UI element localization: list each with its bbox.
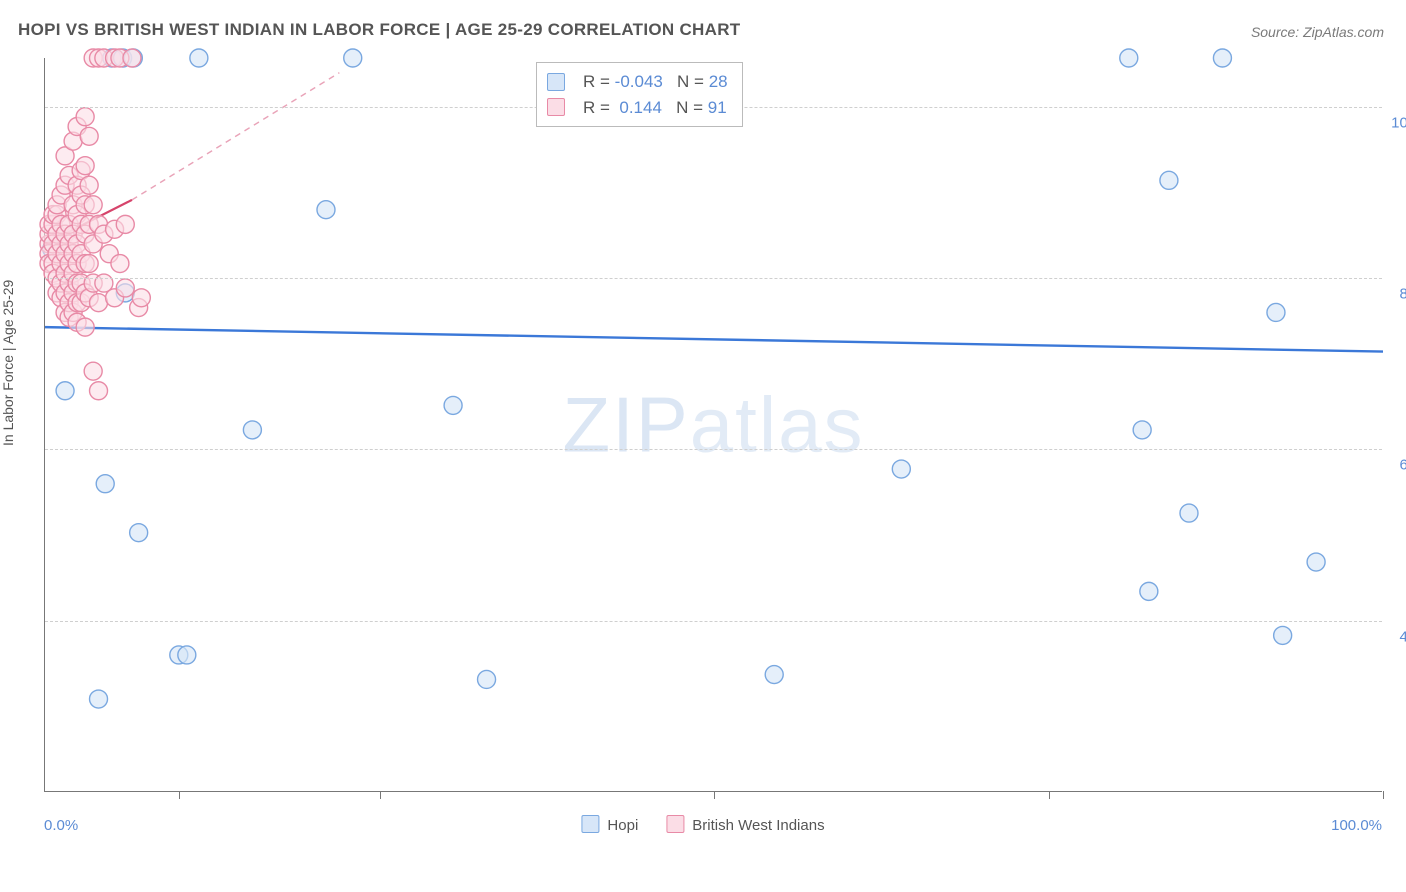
correlation-legend: R = -0.043 N = 28R = 0.144 N = 91 xyxy=(536,62,743,127)
chart-svg xyxy=(45,58,1382,791)
corr-legend-text: R = 0.144 N = 91 xyxy=(583,95,727,121)
bottom-legend-item: British West Indians xyxy=(666,815,824,834)
plot-area: ZIPatlas 47.5%65.0%82.5%100.0% xyxy=(44,58,1382,792)
xaxis-label-max: 100.0% xyxy=(1331,817,1382,834)
gridline xyxy=(45,278,1382,279)
source-label: Source: ZipAtlas.com xyxy=(1251,24,1384,40)
corr-legend-text: R = -0.043 N = 28 xyxy=(583,69,728,95)
yaxis-title: In Labor Force | Age 25-29 xyxy=(0,280,16,446)
ytick-label: 100.0% xyxy=(1387,114,1406,131)
xtick xyxy=(1049,791,1050,799)
legend-swatch xyxy=(666,815,684,833)
legend-swatch xyxy=(581,815,599,833)
corr-legend-row: R = -0.043 N = 28 xyxy=(547,69,728,95)
chart-title: HOPI VS BRITISH WEST INDIAN IN LABOR FOR… xyxy=(18,20,740,40)
corr-legend-row: R = 0.144 N = 91 xyxy=(547,95,728,121)
gridline xyxy=(45,449,1382,450)
xtick xyxy=(179,791,180,799)
legend-swatch xyxy=(547,73,565,91)
xtick xyxy=(380,791,381,799)
xtick xyxy=(1383,791,1384,799)
legend-swatch xyxy=(547,98,565,116)
xtick xyxy=(714,791,715,799)
legend-label: British West Indians xyxy=(692,817,824,834)
legend-label: Hopi xyxy=(607,817,638,834)
ytick-label: 47.5% xyxy=(1387,628,1406,645)
gridline xyxy=(45,621,1382,622)
ytick-label: 82.5% xyxy=(1387,286,1406,303)
bottom-legend: Hopi British West Indians xyxy=(581,815,824,834)
ytick-label: 65.0% xyxy=(1387,457,1406,474)
xaxis-label-min: 0.0% xyxy=(44,817,78,834)
bottom-legend-item: Hopi xyxy=(581,815,638,834)
